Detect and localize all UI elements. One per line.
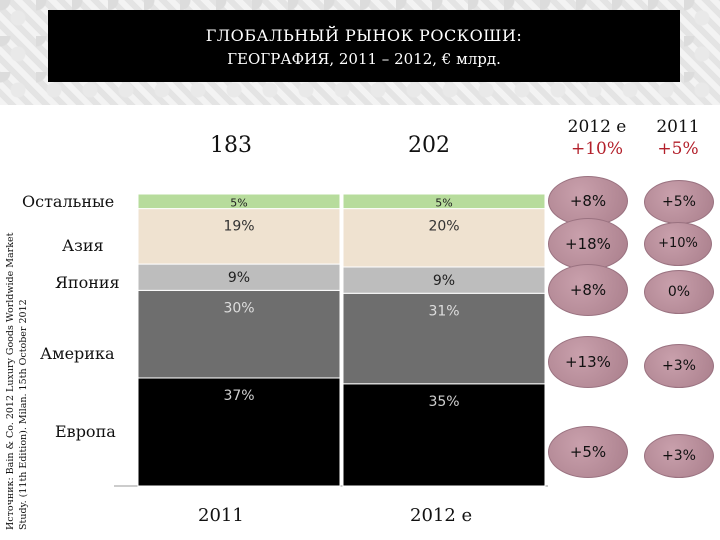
bar-europe-2011 (137, 377, 341, 487)
growth-bubble-2011-asia: +10% (644, 222, 712, 266)
bar-other-2011 (137, 193, 341, 210)
title-box: ГЛОБАЛЬНЫЙ РЫНОК РОСКОШИ: ГЕОГРАФИЯ, 201… (48, 10, 680, 82)
growth-header-2011: 2011 +5% (638, 116, 718, 160)
growth-header-2012e-value: +10% (570, 139, 624, 159)
x-label-2011: 2011 (198, 505, 244, 526)
growth-bubble-2012e-america: +13% (548, 336, 628, 388)
growth-bubble-2011-other: +5% (644, 180, 714, 224)
bar-america-2011 (137, 289, 341, 379)
data-label-other-2012e: 5% (435, 196, 452, 209)
bar-other-2012e (342, 193, 546, 210)
growth-header-2012e-label: 2012 е (567, 117, 627, 137)
data-label-europe-2011: 37% (223, 388, 254, 404)
total-2012e: 202 (408, 133, 450, 158)
data-label-japan-2011: 9% (228, 270, 250, 286)
source-line-1: Источник: Bain & Co. 2012 Luxury Goods W… (5, 232, 16, 530)
data-label-america-2011: 30% (223, 300, 254, 316)
bar-asia-2011 (137, 208, 341, 265)
category-label-japan: Япония (55, 273, 120, 292)
category-label-other: Остальные (22, 192, 115, 211)
growth-bubble-2012e-japan: +8% (548, 264, 628, 316)
bar-japan-2012e (342, 266, 546, 294)
category-label-asia: Азия (62, 236, 104, 255)
growth-bubble-2012e-asia: +18% (548, 218, 628, 270)
growth-bubble-2011-america: +3% (644, 344, 714, 388)
data-label-japan-2012e: 9% (433, 273, 455, 289)
category-label-europe: Европа (55, 422, 116, 441)
data-label-america-2012e: 31% (428, 303, 459, 319)
bar-asia-2012e (342, 208, 546, 268)
growth-bubble-2012e-europe: +5% (548, 426, 628, 478)
data-label-europe-2012e: 35% (428, 394, 459, 410)
bar-japan-2011 (137, 263, 341, 291)
growth-header-2012e: 2012 е +10% (552, 116, 642, 160)
growth-header-2011-label: 2011 (656, 117, 700, 137)
bar-america-2012e (342, 292, 546, 385)
growth-header-2011-value: +5% (657, 139, 699, 159)
data-label-asia-2012e: 20% (428, 219, 459, 235)
chart-subtitle: ГЕОГРАФИЯ, 2011 – 2012, € млрд. (227, 50, 501, 68)
category-label-america: Америка (40, 344, 115, 363)
data-label-asia-2011: 19% (223, 219, 254, 235)
bar-europe-2012e (342, 383, 546, 487)
x-label-2012e: 2012 е (410, 505, 473, 526)
total-2011: 183 (210, 133, 252, 158)
growth-bubble-2011-europe: +3% (644, 434, 714, 478)
growth-bubble-2011-japan: 0% (644, 270, 714, 314)
growth-bubble-2012e-other: +8% (548, 176, 628, 226)
chart-title: ГЛОБАЛЬНЫЙ РЫНОК РОСКОШИ: (205, 26, 523, 45)
data-label-other-2011: 5% (230, 196, 247, 209)
